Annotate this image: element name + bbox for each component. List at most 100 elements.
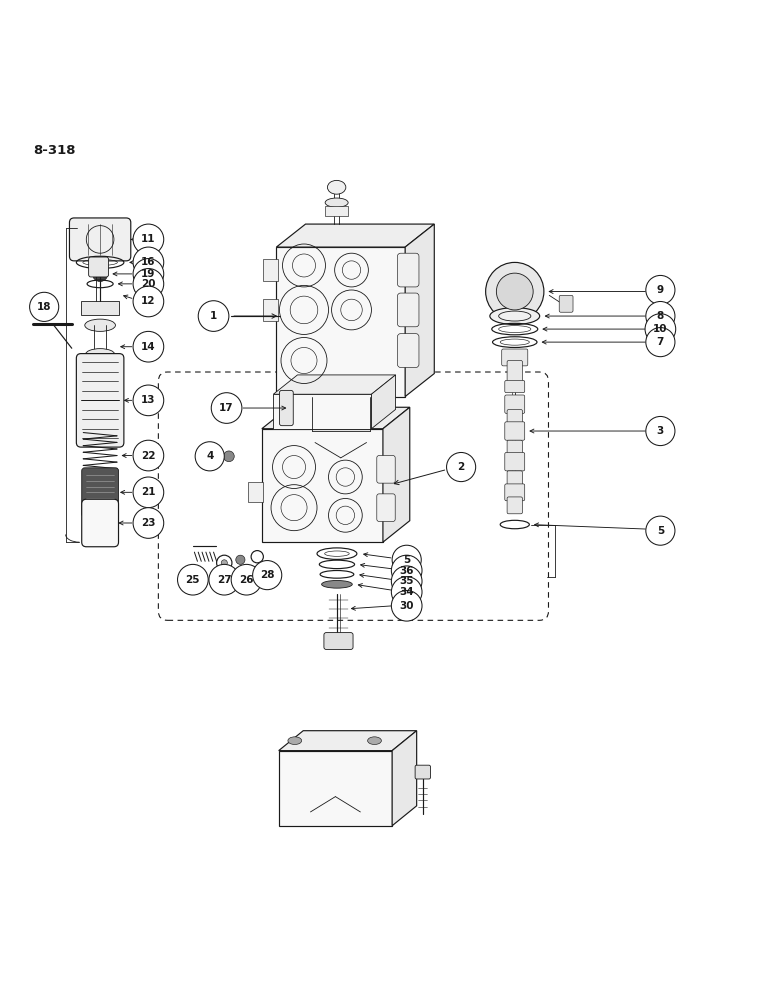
Circle shape	[645, 314, 676, 344]
Text: 35: 35	[399, 576, 414, 586]
Circle shape	[231, 564, 262, 595]
Circle shape	[646, 301, 675, 331]
Ellipse shape	[322, 580, 352, 588]
Text: 36: 36	[399, 566, 414, 576]
Text: 22: 22	[141, 451, 156, 461]
Circle shape	[133, 224, 164, 255]
Circle shape	[222, 560, 227, 566]
Polygon shape	[262, 429, 383, 542]
Circle shape	[195, 442, 225, 471]
Circle shape	[133, 331, 164, 362]
Polygon shape	[279, 751, 392, 826]
Text: 27: 27	[217, 575, 232, 585]
Circle shape	[391, 577, 422, 607]
Circle shape	[646, 416, 675, 446]
Ellipse shape	[85, 319, 116, 331]
Ellipse shape	[327, 180, 346, 194]
Text: 13: 13	[141, 395, 156, 405]
Circle shape	[133, 269, 164, 299]
Polygon shape	[279, 731, 417, 751]
FancyBboxPatch shape	[502, 349, 528, 366]
Circle shape	[235, 555, 245, 564]
Polygon shape	[273, 394, 371, 429]
Text: 10: 10	[653, 324, 668, 334]
Polygon shape	[371, 375, 395, 429]
Circle shape	[93, 266, 108, 282]
Ellipse shape	[325, 198, 348, 207]
Text: 28: 28	[260, 570, 275, 580]
FancyBboxPatch shape	[415, 765, 431, 779]
Circle shape	[391, 590, 422, 621]
FancyBboxPatch shape	[82, 499, 119, 547]
FancyBboxPatch shape	[507, 361, 523, 387]
Circle shape	[198, 301, 229, 331]
Polygon shape	[276, 247, 405, 397]
Text: 5: 5	[657, 526, 664, 536]
Circle shape	[496, 273, 533, 310]
Text: 5: 5	[403, 555, 411, 565]
FancyBboxPatch shape	[248, 482, 263, 502]
FancyBboxPatch shape	[279, 390, 293, 426]
FancyBboxPatch shape	[507, 440, 523, 456]
Text: 21: 21	[141, 487, 156, 497]
Ellipse shape	[490, 308, 540, 324]
Text: 8: 8	[657, 311, 664, 321]
Text: 12: 12	[141, 296, 156, 306]
Polygon shape	[276, 224, 435, 247]
Circle shape	[446, 452, 476, 482]
Circle shape	[209, 564, 239, 595]
Text: 4: 4	[206, 451, 213, 461]
Circle shape	[252, 561, 282, 590]
FancyBboxPatch shape	[76, 354, 124, 447]
Circle shape	[212, 393, 242, 423]
Circle shape	[133, 440, 164, 471]
Text: 23: 23	[141, 518, 156, 528]
Text: 30: 30	[399, 601, 414, 611]
Circle shape	[646, 328, 675, 357]
Circle shape	[88, 356, 113, 380]
Polygon shape	[273, 375, 395, 394]
Circle shape	[133, 385, 164, 416]
Circle shape	[646, 516, 675, 545]
Circle shape	[391, 566, 422, 597]
FancyBboxPatch shape	[398, 334, 419, 367]
Circle shape	[392, 545, 422, 574]
Text: 3: 3	[657, 426, 664, 436]
FancyBboxPatch shape	[325, 206, 348, 216]
FancyBboxPatch shape	[507, 497, 523, 514]
Text: 8-318: 8-318	[33, 144, 76, 157]
Circle shape	[133, 477, 164, 508]
Circle shape	[486, 262, 544, 321]
FancyBboxPatch shape	[69, 218, 130, 261]
FancyBboxPatch shape	[559, 295, 573, 312]
FancyBboxPatch shape	[262, 299, 278, 321]
Polygon shape	[405, 224, 435, 397]
Text: 26: 26	[239, 575, 254, 585]
Text: 25: 25	[185, 575, 200, 585]
Ellipse shape	[367, 737, 381, 744]
FancyBboxPatch shape	[507, 471, 523, 486]
Text: 19: 19	[141, 269, 156, 279]
FancyBboxPatch shape	[89, 257, 109, 277]
FancyBboxPatch shape	[377, 456, 395, 483]
Circle shape	[133, 508, 164, 538]
FancyBboxPatch shape	[81, 301, 120, 315]
FancyBboxPatch shape	[398, 253, 419, 287]
Text: 7: 7	[657, 337, 664, 347]
Text: 9: 9	[657, 285, 664, 295]
Text: 14: 14	[141, 342, 156, 352]
FancyBboxPatch shape	[377, 494, 395, 521]
FancyBboxPatch shape	[505, 380, 525, 393]
Circle shape	[391, 555, 422, 586]
Circle shape	[133, 247, 164, 278]
Text: 20: 20	[141, 279, 156, 289]
Text: 2: 2	[458, 462, 465, 472]
Circle shape	[178, 564, 208, 595]
FancyBboxPatch shape	[507, 410, 523, 425]
Circle shape	[29, 292, 59, 321]
Circle shape	[133, 286, 164, 317]
Circle shape	[224, 451, 234, 462]
Text: 16: 16	[141, 257, 156, 267]
Text: 17: 17	[219, 403, 234, 413]
FancyBboxPatch shape	[505, 484, 525, 501]
